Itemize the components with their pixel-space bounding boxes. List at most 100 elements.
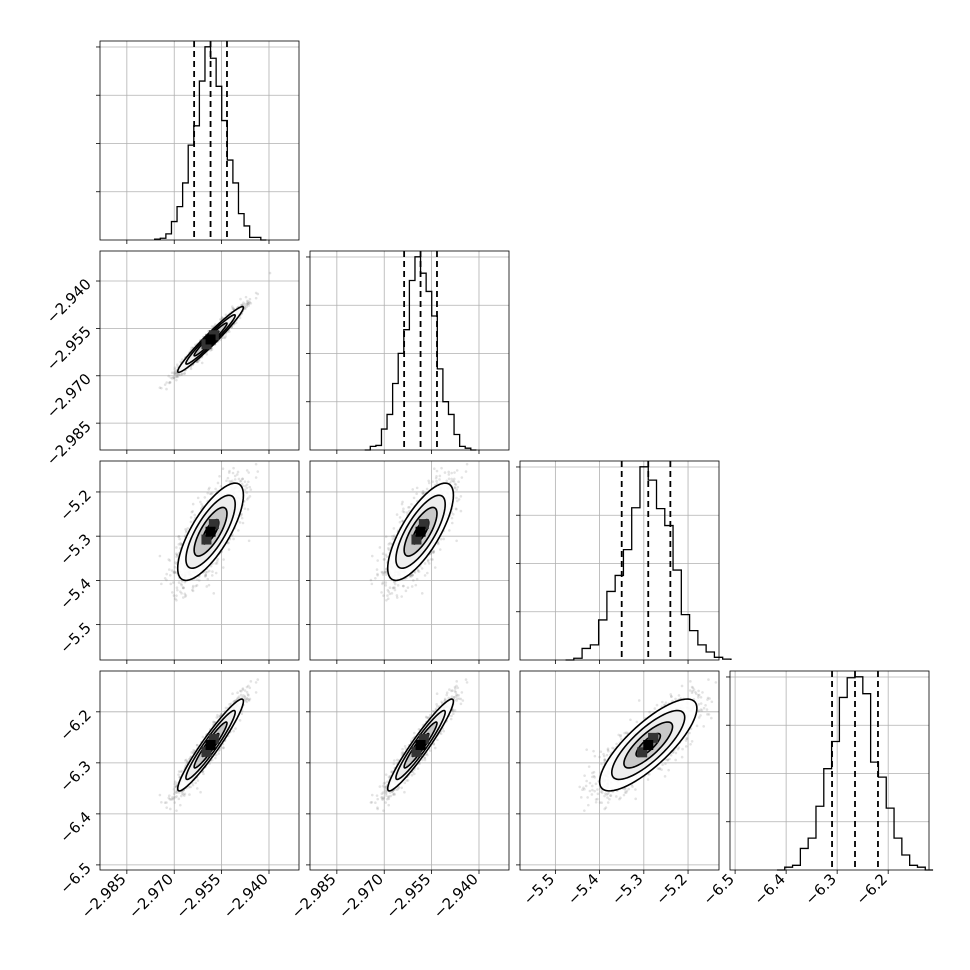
sample-point	[173, 570, 177, 574]
sample-point	[205, 585, 209, 588]
sample-point	[391, 535, 394, 538]
sample-point	[209, 564, 213, 568]
sample-point	[168, 797, 172, 801]
sample-point	[254, 691, 258, 694]
sample-point	[171, 591, 174, 594]
sample-point	[158, 386, 162, 390]
sample-point	[228, 469, 231, 473]
density-core	[201, 534, 212, 545]
sample-point	[391, 586, 395, 590]
sample-point	[384, 573, 388, 576]
sample-point	[236, 470, 240, 474]
sample-point	[179, 360, 182, 364]
sample-point	[450, 471, 453, 475]
sample-point	[191, 502, 195, 506]
sample-point	[191, 584, 195, 588]
sample-point	[173, 561, 177, 564]
sample-point	[221, 566, 225, 569]
sample-point	[392, 586, 395, 589]
sample-point	[384, 581, 388, 584]
sample-point	[381, 571, 384, 574]
sample-point	[172, 571, 176, 574]
sample-point	[442, 537, 446, 541]
sample-point	[194, 584, 198, 588]
sample-point	[247, 302, 250, 305]
sample-point	[173, 372, 177, 376]
sample-point	[395, 594, 399, 597]
sample-point	[455, 469, 459, 472]
sample-point	[384, 570, 388, 574]
sample-point	[175, 378, 178, 382]
sample-point	[413, 571, 417, 574]
sample-point	[416, 568, 420, 571]
density-core	[205, 334, 216, 345]
sample-point	[221, 316, 224, 320]
sample-point	[172, 376, 176, 380]
sample-point	[388, 586, 392, 590]
sample-point	[238, 480, 242, 483]
sample-point	[233, 478, 237, 481]
sample-point	[376, 573, 379, 577]
sample-point	[167, 558, 171, 561]
sample-point	[179, 770, 182, 774]
sample-point	[189, 367, 193, 371]
density-core	[205, 526, 216, 537]
sample-point	[184, 528, 187, 531]
sample-point	[231, 307, 235, 310]
sample-point	[381, 582, 384, 586]
sample-point	[180, 794, 183, 798]
sample-point	[172, 375, 175, 379]
sample-point	[238, 521, 242, 524]
sample-point	[433, 566, 437, 569]
sample-point	[163, 576, 167, 580]
sample-point	[401, 500, 404, 504]
sample-point	[179, 803, 182, 807]
sample-point	[409, 574, 413, 578]
sample-point	[381, 573, 385, 576]
sample-point	[179, 541, 182, 545]
sample-point	[431, 480, 434, 483]
sample-point	[223, 336, 227, 340]
sample-point	[174, 796, 177, 799]
y-tick-label: −5.5	[56, 619, 94, 657]
sample-point	[228, 703, 231, 706]
sample-point	[387, 548, 391, 552]
sample-point	[210, 574, 214, 577]
sample-point	[178, 537, 181, 541]
sample-point	[234, 321, 238, 324]
sample-point	[486, 450, 489, 453]
sample-point	[247, 300, 250, 303]
sample-point	[459, 509, 463, 513]
sample-point	[409, 575, 413, 578]
sample-point	[453, 471, 456, 474]
sample-point	[180, 592, 183, 595]
sample-point	[244, 484, 247, 488]
sample-point	[241, 477, 244, 481]
sample-point	[239, 514, 243, 517]
sample-point	[218, 475, 221, 478]
sample-point	[435, 479, 438, 483]
sample-point	[403, 510, 406, 514]
sample-point	[385, 598, 388, 602]
sample-point	[197, 358, 201, 362]
sample-point	[457, 498, 461, 501]
sample-point	[435, 469, 439, 473]
sample-point	[241, 303, 245, 307]
sample-point	[212, 592, 216, 595]
sample-point	[175, 586, 179, 590]
sample-point	[175, 598, 178, 602]
sample-point	[388, 592, 392, 596]
sample-point	[227, 471, 231, 474]
sample-point	[415, 577, 419, 581]
sample-point	[370, 554, 374, 558]
sample-point	[186, 527, 190, 530]
sample-point	[173, 571, 177, 574]
sample-point	[369, 578, 373, 582]
sample-point	[173, 780, 177, 784]
sample-point	[423, 562, 427, 565]
sample-point	[431, 551, 435, 554]
y-tick-label: −5.3	[56, 530, 94, 568]
sample-point	[186, 760, 189, 763]
sample-point	[230, 479, 234, 483]
